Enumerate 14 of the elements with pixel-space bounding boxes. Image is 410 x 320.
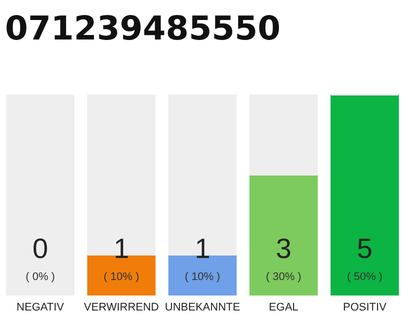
x-tick-label: UNBEKANNTE xyxy=(164,302,240,314)
annotation: 3 xyxy=(276,233,292,264)
annotation: 0 xyxy=(32,233,48,264)
x-tick-label: POSITIV xyxy=(343,302,388,314)
x-tick-label: EGAL xyxy=(268,302,298,314)
annotation: 5 xyxy=(356,233,373,264)
x-tick-label: VERWIRREND xyxy=(84,302,159,314)
x-tick-label: NEGATIV xyxy=(16,302,65,314)
data-label: ( 10% ) xyxy=(104,271,140,283)
data-label: ( 30% ) xyxy=(266,271,302,283)
data-label: ( 10% ) xyxy=(184,271,220,283)
data-label: ( 50% ) xyxy=(346,271,382,283)
chart-title: 071239485550 xyxy=(5,8,281,48)
data-label: ( 0% ) xyxy=(26,271,55,283)
